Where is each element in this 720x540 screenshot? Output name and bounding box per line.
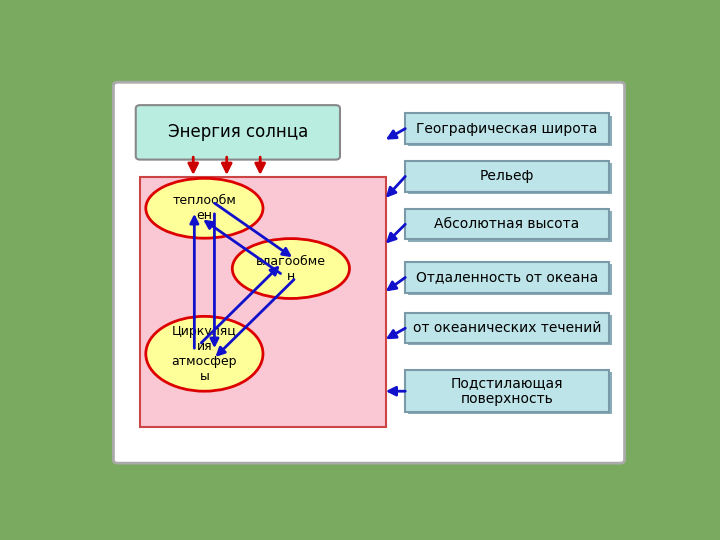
Text: Циркуляц
ия
атмосфер
ы: Циркуляц ия атмосфер ы <box>171 325 237 383</box>
FancyBboxPatch shape <box>405 113 609 144</box>
Ellipse shape <box>145 316 263 391</box>
FancyBboxPatch shape <box>405 313 609 343</box>
FancyBboxPatch shape <box>408 265 612 295</box>
Text: Абсолютная высота: Абсолютная высота <box>434 217 580 231</box>
FancyBboxPatch shape <box>408 211 612 241</box>
FancyBboxPatch shape <box>408 373 612 414</box>
Text: Подстилающая
поверхность: Подстилающая поверхность <box>451 376 563 406</box>
Text: влагообме
н: влагообме н <box>256 254 326 282</box>
FancyBboxPatch shape <box>405 370 609 412</box>
FancyBboxPatch shape <box>408 163 612 194</box>
FancyBboxPatch shape <box>114 82 624 463</box>
Text: Отдаленность от океана: Отдаленность от океана <box>416 271 598 285</box>
Text: Рельеф: Рельеф <box>480 170 534 184</box>
FancyBboxPatch shape <box>408 315 612 346</box>
FancyBboxPatch shape <box>405 209 609 239</box>
Text: Энергия солнца: Энергия солнца <box>168 123 308 141</box>
Text: теплообм
ен: теплообм ен <box>173 194 236 222</box>
FancyBboxPatch shape <box>405 161 609 192</box>
Ellipse shape <box>145 178 263 238</box>
Ellipse shape <box>233 239 349 299</box>
FancyBboxPatch shape <box>405 262 609 293</box>
FancyBboxPatch shape <box>136 105 340 160</box>
FancyBboxPatch shape <box>140 177 386 427</box>
Text: Географическая широта: Географическая широта <box>416 122 598 136</box>
FancyBboxPatch shape <box>408 116 612 146</box>
Text: от океанических течений: от океанических течений <box>413 321 601 335</box>
